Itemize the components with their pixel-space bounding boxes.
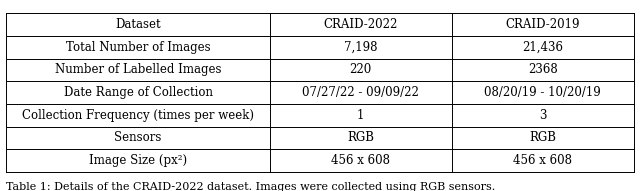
Text: 3: 3	[539, 109, 547, 122]
Text: Number of Labelled Images: Number of Labelled Images	[55, 63, 221, 76]
Text: 07/27/22 - 09/09/22: 07/27/22 - 09/09/22	[302, 86, 419, 99]
Text: Sensors: Sensors	[115, 131, 162, 144]
Text: CRAID-2019: CRAID-2019	[506, 18, 580, 31]
Text: 1: 1	[357, 109, 364, 122]
Text: Collection Frequency (times per week): Collection Frequency (times per week)	[22, 109, 254, 122]
Text: 08/20/19 - 10/20/19: 08/20/19 - 10/20/19	[484, 86, 601, 99]
Text: 456 x 608: 456 x 608	[332, 154, 390, 167]
Text: CRAID-2022: CRAID-2022	[324, 18, 398, 31]
Text: 456 x 608: 456 x 608	[513, 154, 572, 167]
Text: 7,198: 7,198	[344, 41, 378, 54]
Text: 220: 220	[349, 63, 372, 76]
Text: Date Range of Collection: Date Range of Collection	[63, 86, 212, 99]
Text: 21,436: 21,436	[522, 41, 563, 54]
Text: Total Number of Images: Total Number of Images	[66, 41, 211, 54]
Text: Table 1: Details of the CRAID-2022 dataset. Images were collected using RGB sens: Table 1: Details of the CRAID-2022 datas…	[6, 182, 495, 191]
Text: 2368: 2368	[528, 63, 557, 76]
Text: RGB: RGB	[529, 131, 556, 144]
Text: RGB: RGB	[348, 131, 374, 144]
Text: Image Size (px²): Image Size (px²)	[89, 154, 187, 167]
Text: Dataset: Dataset	[115, 18, 161, 31]
